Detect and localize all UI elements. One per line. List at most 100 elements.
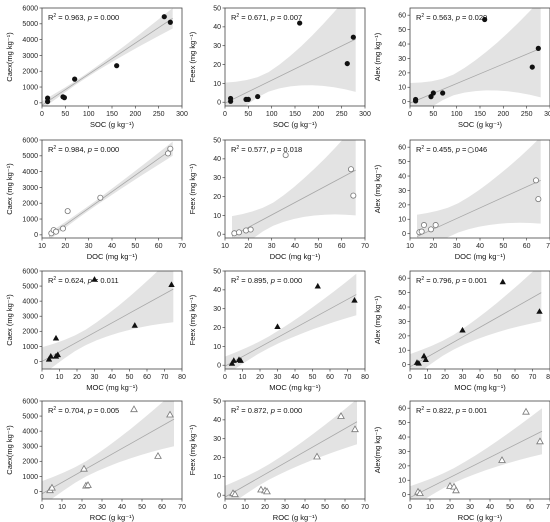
data-point bbox=[60, 225, 67, 232]
scatter-panel-p12: 0 50 100 150 200 250 300 0 10 20 30 40 50 SOC (g kg⁻¹… bbox=[188, 5, 371, 129]
x-tick-label: 40 bbox=[301, 504, 309, 511]
x-axis-label: SOC (g kg⁻¹) bbox=[90, 120, 134, 129]
data-point bbox=[282, 152, 289, 159]
data-point bbox=[522, 407, 530, 415]
x-tick-label: 250 bbox=[521, 111, 533, 118]
x-tick-label: 50 bbox=[494, 374, 502, 381]
data-point bbox=[440, 90, 446, 96]
data-point bbox=[536, 437, 544, 445]
data-point bbox=[130, 405, 138, 413]
x-axis-label: DOC (mg kg⁻¹) bbox=[87, 252, 138, 261]
regression-line bbox=[410, 292, 542, 368]
x-tick-label: 0 bbox=[40, 504, 44, 511]
scatter-panel-p41: 0 10 20 30 40 50 60 70 0 1000 2000 3000 4000 5000 6000… bbox=[5, 398, 186, 522]
x-tick-label: 60 bbox=[338, 243, 346, 250]
y-tick-label: 0 bbox=[217, 363, 221, 370]
x-axis-label: SOC (g kg⁻¹) bbox=[458, 120, 502, 129]
stat-annotation: R2 = 0.984, p = 0.000 bbox=[48, 145, 119, 154]
x-tick-label: 30 bbox=[466, 504, 474, 511]
x-tick-label: 40 bbox=[476, 243, 484, 250]
x-axis-label: MOC (mg kg⁻¹) bbox=[86, 383, 138, 392]
y-tick-label: 4000 bbox=[22, 429, 38, 436]
x-tick-label: 10 bbox=[56, 374, 64, 381]
x-tick-label: 20 bbox=[261, 504, 269, 511]
data-point bbox=[80, 464, 88, 472]
x-tick-label: 50 bbox=[61, 111, 69, 118]
data-point bbox=[314, 282, 321, 289]
data-point bbox=[313, 452, 321, 460]
y-axis-label: Feex (mg kg⁻¹) bbox=[188, 163, 197, 214]
x-tick-label: 0 bbox=[408, 504, 412, 511]
data-point bbox=[535, 45, 541, 51]
y-tick-label: 30 bbox=[398, 319, 406, 326]
y-tick-label: 1000 bbox=[22, 216, 38, 223]
scatter-panel-p31: 0 10 20 30 40 50 60 70 80 0 1000 2000 3000 4000 5000 60… bbox=[5, 268, 186, 392]
y-tick-label: 5000 bbox=[22, 153, 38, 160]
x-tick-label: 0 bbox=[40, 111, 44, 118]
x-tick-label: 60 bbox=[526, 504, 534, 511]
data-point bbox=[416, 489, 424, 497]
y-tick-label: 10 bbox=[398, 217, 406, 224]
y-tick-label: 50 bbox=[213, 268, 221, 275]
x-tick-label: 200 bbox=[312, 111, 324, 118]
x-tick-label: 20 bbox=[244, 243, 252, 250]
data-point bbox=[64, 208, 71, 215]
x-tick-label: 150 bbox=[106, 111, 118, 118]
x-tick-label: 70 bbox=[546, 243, 550, 250]
scatter-panel-p23: 102030405060700102030405060DOC (mg kg⁻¹)… bbox=[373, 139, 550, 261]
data-point bbox=[344, 60, 350, 67]
regression-line bbox=[225, 38, 356, 104]
data-point bbox=[228, 360, 236, 366]
x-tick-label: 10 bbox=[221, 243, 229, 250]
x-tick-label: 200 bbox=[129, 111, 141, 118]
stat-annotation: R2 = 0.455, p = 0.046 bbox=[416, 145, 487, 154]
scatter-panel-p13: 0 50 100 150 200 250 300 0 10 20 30 40 50 60 SOC (g kg… bbox=[373, 7, 550, 129]
y-tick-label: 50 bbox=[213, 137, 221, 144]
x-axis-label: ROC (g kg⁻¹) bbox=[90, 513, 135, 522]
y-tick-label: 4000 bbox=[22, 299, 38, 306]
data-point bbox=[535, 196, 542, 203]
x-tick-label: 60 bbox=[341, 504, 349, 511]
x-tick-label: 40 bbox=[291, 374, 299, 381]
data-point bbox=[53, 228, 60, 235]
x-axis-label: ROC (g kg⁻¹) bbox=[458, 513, 503, 522]
data-point bbox=[427, 226, 434, 233]
y-tick-label: 3000 bbox=[22, 444, 38, 451]
x-tick-label: 100 bbox=[451, 111, 463, 118]
x-tick-label: 10 bbox=[426, 504, 434, 511]
y-tick-label: 60 bbox=[398, 276, 406, 283]
x-tick-label: 60 bbox=[326, 374, 334, 381]
x-tick-label: 50 bbox=[309, 374, 317, 381]
y-tick-label: 30 bbox=[213, 43, 221, 50]
y-tick-label: 40 bbox=[398, 304, 406, 311]
data-point bbox=[54, 351, 61, 358]
y-tick-label: 10 bbox=[213, 344, 221, 351]
y-axis-label: Feex (mg kg⁻¹) bbox=[188, 31, 197, 82]
x-tick-label: 70 bbox=[361, 504, 369, 511]
data-point bbox=[351, 297, 358, 303]
data-point bbox=[498, 456, 506, 463]
data-point bbox=[255, 93, 261, 100]
data-point bbox=[430, 90, 436, 96]
y-tick-label: 0 bbox=[402, 362, 406, 369]
y-tick-label: 2000 bbox=[22, 69, 38, 76]
x-tick-label: 0 bbox=[40, 374, 44, 381]
data-point bbox=[52, 334, 60, 341]
y-tick-label: 6000 bbox=[22, 137, 38, 144]
plot-frame bbox=[224, 400, 366, 500]
x-tick-label: 0 bbox=[408, 374, 412, 381]
y-tick-label: 20 bbox=[213, 325, 221, 332]
data-point bbox=[97, 194, 104, 201]
confidence-band bbox=[232, 140, 356, 238]
x-tick-label: 0 bbox=[223, 111, 227, 118]
y-tick-label: 30 bbox=[213, 306, 221, 313]
y-axis-label: Caex (mg kg⁻¹) bbox=[5, 163, 14, 215]
data-point bbox=[45, 98, 51, 105]
y-tick-label: 5000 bbox=[22, 21, 38, 28]
y-tick-label: 5000 bbox=[22, 283, 38, 290]
data-point bbox=[231, 490, 239, 498]
x-tick-label: 30 bbox=[85, 243, 93, 250]
y-tick-label: 40 bbox=[398, 41, 406, 48]
